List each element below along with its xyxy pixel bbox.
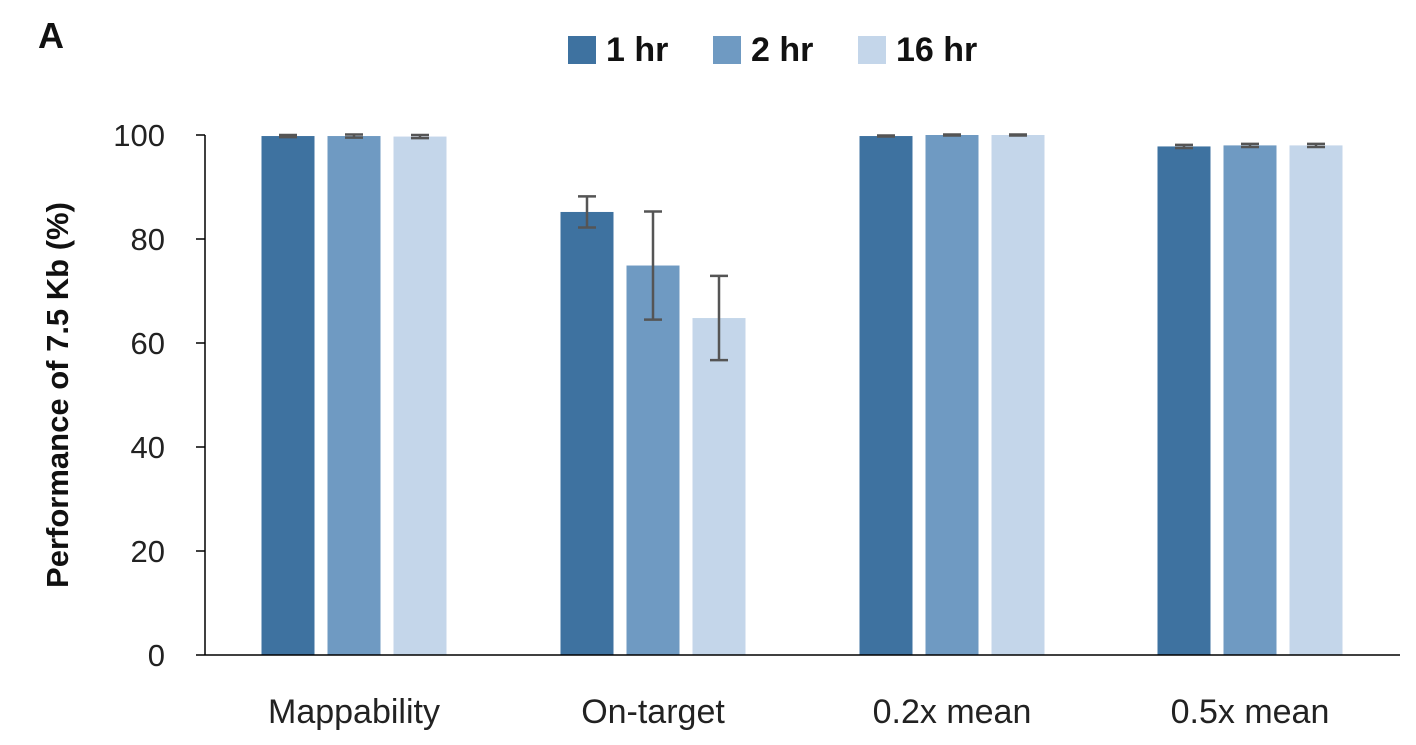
y-axis: 0 20 40 60 80 100	[113, 118, 206, 673]
bar	[1157, 146, 1211, 655]
x-tick-label: On-target	[581, 693, 725, 731]
bar	[327, 136, 381, 656]
x-tick-label: 0.5x mean	[1171, 693, 1330, 731]
y-axis-title-group: Performance of 7.5 Kb (%)	[40, 202, 75, 588]
bar	[692, 318, 746, 655]
bar	[261, 136, 315, 656]
bar	[393, 136, 447, 655]
y-tick-label: 80	[131, 222, 165, 257]
legend-label: 2 hr	[751, 31, 813, 69]
legend-label: 16 hr	[896, 31, 977, 69]
error-bars	[279, 133, 1325, 362]
y-tick-label: 40	[131, 430, 165, 465]
y-tick-label: 0	[148, 638, 165, 673]
x-tick-label: Mappability	[268, 693, 440, 731]
x-axis: Mappability On-target 0.2x mean 0.5x mean	[205, 654, 1400, 731]
legend: 1 hr 2 hr 16 hr	[568, 31, 977, 69]
y-tick-label: 100	[113, 118, 165, 153]
bar	[859, 136, 913, 656]
bar	[991, 135, 1045, 655]
legend-swatch	[858, 36, 886, 64]
y-axis-title: Performance of 7.5 Kb (%)	[40, 202, 75, 588]
bar	[1289, 145, 1343, 655]
bar	[1223, 145, 1277, 655]
y-tick-label: 60	[131, 326, 165, 361]
legend-label: 1 hr	[606, 31, 668, 69]
bar	[560, 211, 614, 655]
panel-label: A	[38, 15, 64, 56]
bar	[925, 135, 979, 655]
y-tick-label: 20	[131, 534, 165, 569]
bars	[261, 135, 1343, 656]
bar	[626, 265, 680, 655]
legend-swatch	[568, 36, 596, 64]
x-tick-label: 0.2x mean	[873, 693, 1032, 731]
legend-swatch	[713, 36, 741, 64]
